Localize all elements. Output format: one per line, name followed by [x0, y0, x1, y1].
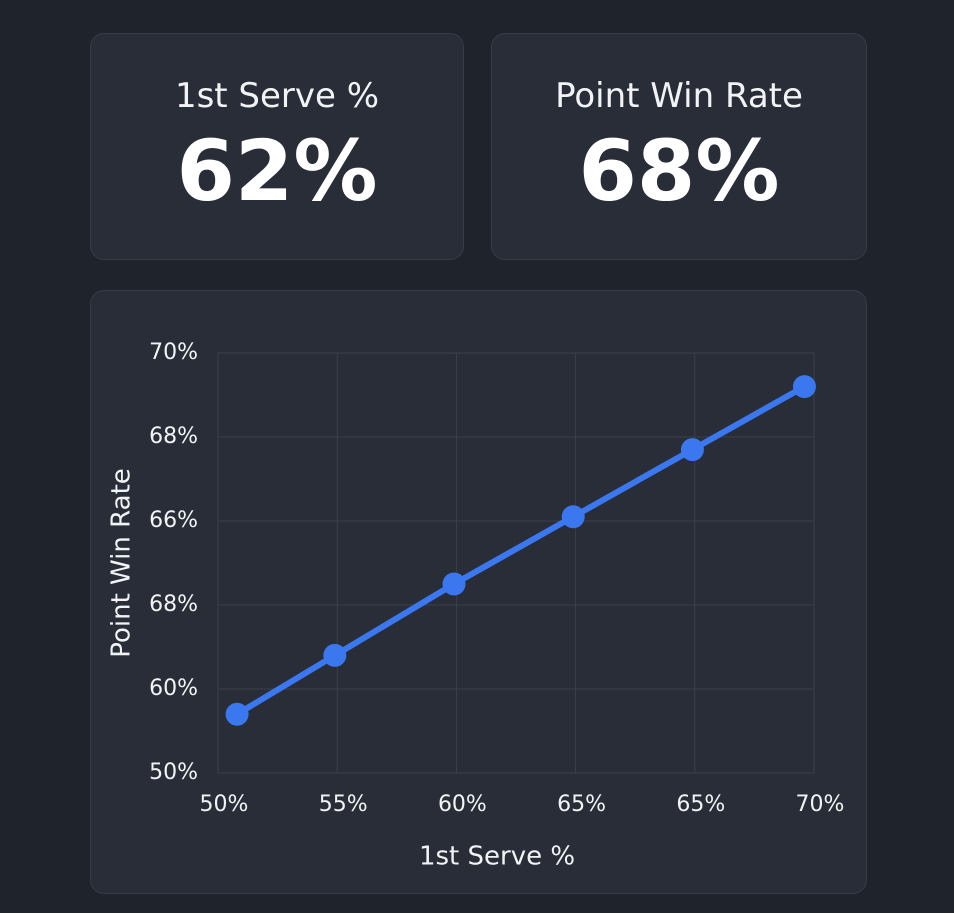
stat-card: Point Win Rate 68% [491, 33, 867, 260]
y-tick-label: 66% [149, 508, 198, 533]
x-tick-label: 65% [676, 792, 725, 817]
data-point [225, 702, 249, 726]
stat-value: 62% [176, 122, 378, 220]
x-tick-label: 60% [438, 792, 487, 817]
series-line [235, 383, 806, 717]
data-point [561, 505, 585, 529]
y-tick-label: 68% [149, 592, 198, 617]
x-axis-title: 1st Serve % [419, 842, 575, 872]
data-point [323, 643, 347, 667]
data-point [792, 375, 816, 399]
data-point [680, 438, 704, 462]
chart-card [90, 290, 867, 894]
stat-value: 68% [578, 122, 780, 220]
data-point [442, 572, 466, 596]
y-tick-label: 50% [149, 760, 198, 785]
y-tick-label: 60% [149, 676, 198, 701]
stat-label: Point Win Rate [555, 76, 803, 116]
y-tick-label: 70% [149, 340, 198, 365]
stat-card: 1st Serve % 62% [90, 33, 464, 260]
y-tick-label: 68% [149, 424, 198, 449]
x-tick-label: 50% [200, 792, 249, 817]
x-tick-label: 70% [796, 792, 845, 817]
y-axis-title: Point Win Rate [107, 468, 137, 658]
stat-label: 1st Serve % [174, 76, 380, 116]
x-tick-label: 65% [557, 792, 606, 817]
x-tick-label: 55% [319, 792, 368, 817]
